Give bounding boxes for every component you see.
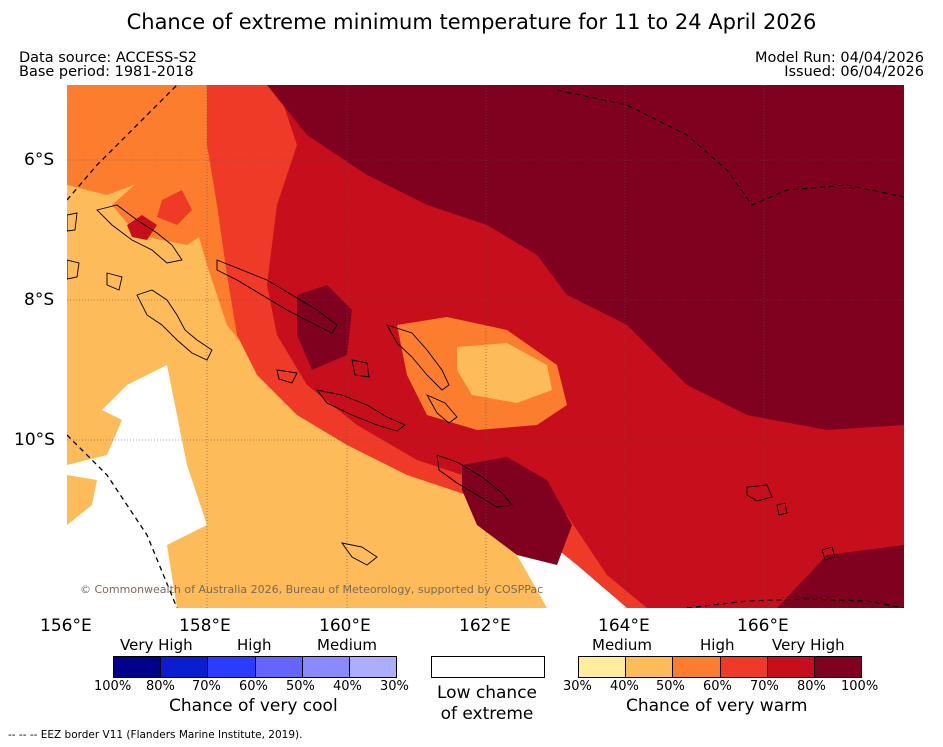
map-title: Chance of extreme minimum temperature fo… — [126, 10, 817, 34]
warm-40pct-patch-2 — [67, 475, 97, 525]
warm-swatch-2 — [673, 657, 721, 677]
warm-colorbar — [578, 656, 862, 678]
cool-swatch-0 — [114, 657, 162, 677]
warm-60pct-spot — [157, 190, 192, 225]
warm-100pct-patch-2 — [462, 457, 572, 565]
warm-tick: 80% — [797, 679, 826, 694]
map-svg — [67, 85, 904, 608]
cool-cat-very-high: Very High — [120, 636, 193, 654]
warm-tick: 100% — [841, 679, 879, 694]
low-chance-swatch — [431, 656, 545, 678]
cool-tick: 30% — [380, 679, 409, 694]
warm-70pct-spot — [127, 215, 157, 240]
lat-label-10s: 10°S — [14, 430, 55, 450]
base-period-label: Base period: 1981-2018 — [19, 64, 194, 80]
warm-tick: 30% — [563, 679, 592, 694]
copyright-notice: © Commonwealth of Australia 2026, Bureau… — [80, 583, 544, 596]
model-run-label: Model Run: 04/04/2026 — [754, 50, 924, 66]
warm-100pct-region — [267, 85, 904, 430]
warm-cat-medium: Medium — [592, 636, 652, 654]
cool-cat-medium: Medium — [317, 636, 377, 654]
cool-cat-high: High — [237, 636, 272, 654]
warm-swatch-4 — [767, 657, 815, 677]
issued-label: Issued: 06/04/2026 — [784, 64, 924, 80]
warm-cat-very-high: Very High — [772, 636, 845, 654]
cool-swatch-3 — [255, 657, 303, 677]
low-chance-caption-line2: of extreme — [440, 704, 534, 724]
warm-swatch-0 — [579, 657, 627, 677]
cool-tick: 70% — [192, 679, 221, 694]
low-chance-caption-line1: Low chance — [437, 683, 537, 703]
warm-40pct-patch — [67, 405, 122, 465]
warm-caption: Chance of very warm — [626, 696, 808, 716]
cool-tick: 40% — [333, 679, 362, 694]
warm-70pct-spot-2 — [424, 223, 450, 239]
warm-cat-high: High — [700, 636, 735, 654]
lon-label-156e: 156°E — [40, 616, 92, 636]
cool-swatch-4 — [302, 657, 350, 677]
coastlines — [67, 204, 836, 566]
cool-swatch-1 — [161, 657, 209, 677]
cool-tick: 50% — [286, 679, 315, 694]
lon-label-162e: 162°E — [459, 616, 511, 636]
warm-swatch-1 — [626, 657, 674, 677]
eez-border — [67, 85, 904, 608]
warm-tick: 40% — [610, 679, 639, 694]
lon-label-158e: 158°E — [179, 616, 231, 636]
warm-swatch-5 — [814, 657, 862, 677]
warm-tick: 50% — [656, 679, 685, 694]
eez-footnote: -- -- -- EEZ border V11 (Flanders Marine… — [8, 729, 303, 741]
warm-100pct-patch-3 — [777, 545, 904, 608]
cool-tick: 60% — [239, 679, 268, 694]
lat-label-6s: 6°S — [24, 150, 55, 170]
forecast-map — [67, 85, 904, 608]
cool-swatch-5 — [349, 657, 397, 677]
lon-label-166e: 166°E — [737, 616, 789, 636]
warm-40pct-bubble — [457, 343, 552, 403]
cool-tick: 80% — [146, 679, 175, 694]
warm-swatch-3 — [720, 657, 768, 677]
lon-label-164e: 164°E — [598, 616, 650, 636]
warm-tick: 60% — [703, 679, 732, 694]
data-source-label: Data source: ACCESS-S2 — [19, 50, 198, 66]
warm-40pct-region — [67, 145, 547, 608]
cool-tick: 100% — [94, 679, 132, 694]
warm-tick: 70% — [750, 679, 779, 694]
lat-label-8s: 8°S — [24, 290, 55, 310]
cool-caption: Chance of very cool — [169, 696, 338, 716]
cool-swatch-2 — [208, 657, 256, 677]
cool-colorbar — [113, 656, 397, 678]
lon-label-160e: 160°E — [319, 616, 371, 636]
